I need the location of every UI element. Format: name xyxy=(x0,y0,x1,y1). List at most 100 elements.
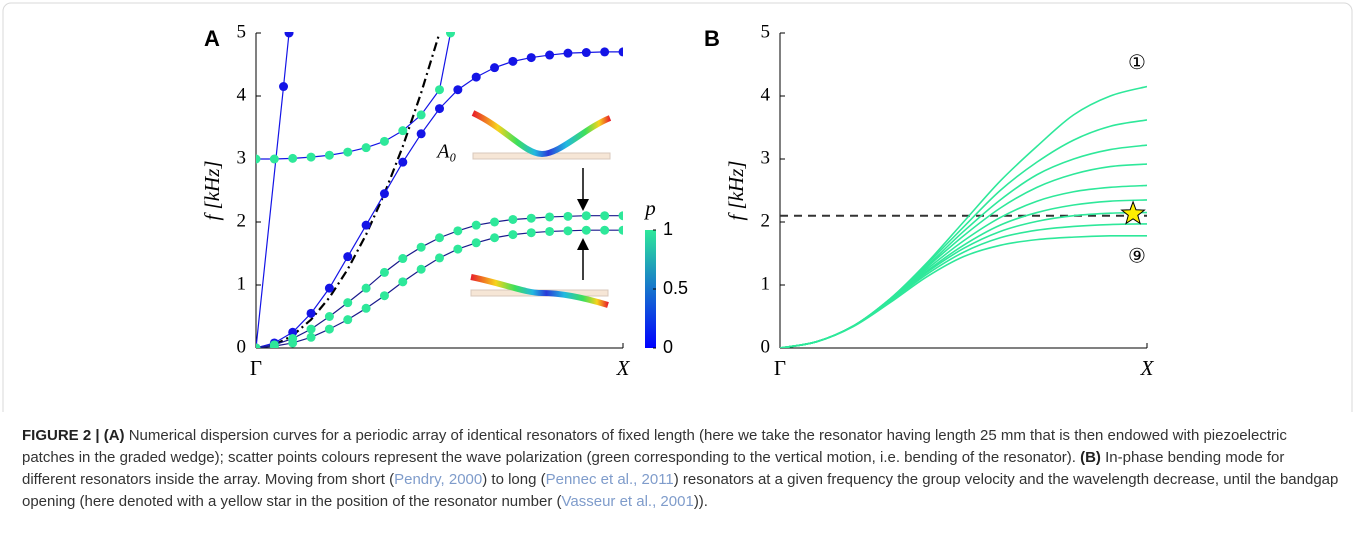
data-point xyxy=(471,238,481,248)
data-point xyxy=(490,217,500,227)
data-point xyxy=(581,225,591,235)
data-point xyxy=(508,214,518,224)
data-point xyxy=(600,211,610,221)
data-point xyxy=(288,338,298,348)
panel-label: B xyxy=(704,26,720,51)
data-point xyxy=(306,152,316,162)
series-line xyxy=(256,32,441,348)
colorbar-tick-label: 0 xyxy=(663,337,673,357)
y-axis-label: f [kHz] xyxy=(724,160,748,220)
data-point xyxy=(324,283,334,293)
y-tick-label: 4 xyxy=(237,84,247,105)
y-tick-label: 3 xyxy=(761,147,771,168)
data-point xyxy=(581,48,591,58)
y-tick-label: 5 xyxy=(761,21,771,42)
data-point xyxy=(545,50,555,60)
y-tick-label: 0 xyxy=(237,336,247,357)
data-point xyxy=(618,211,623,221)
y-tick-label: 1 xyxy=(761,273,771,294)
data-point xyxy=(416,110,426,120)
data-point xyxy=(526,228,536,238)
colorbar-tick-label: 1 xyxy=(663,219,673,239)
y-tick-label: 5 xyxy=(237,21,247,42)
data-point xyxy=(343,315,353,325)
data-point xyxy=(324,324,334,334)
data-point xyxy=(471,220,481,230)
caption-text: Numerical dispersion curves for a period… xyxy=(22,427,1287,466)
caption-text: In-phase bending mode for different reso… xyxy=(22,449,1285,488)
series-line xyxy=(780,85,1147,348)
series-line xyxy=(256,51,623,348)
data-point xyxy=(435,233,444,243)
annotation: ⑨ xyxy=(1128,245,1146,267)
y-tick-label: 4 xyxy=(761,84,771,105)
y-tick-label: 3 xyxy=(237,147,247,168)
data-point xyxy=(563,48,573,58)
data-point xyxy=(435,253,444,263)
data-point xyxy=(618,225,623,235)
citation[interactable]: Pennec et al., 2011 xyxy=(545,471,674,488)
data-point xyxy=(379,267,389,277)
y-tick-label: 0 xyxy=(761,336,771,357)
data-point xyxy=(435,85,444,95)
colorbar-label: p xyxy=(643,196,656,220)
data-point xyxy=(361,283,371,293)
plot-area xyxy=(256,32,623,348)
caption-text: )). xyxy=(693,493,708,510)
data-point xyxy=(343,147,353,157)
data-point xyxy=(618,47,623,57)
mode-inset-bottom xyxy=(470,274,609,308)
series-line xyxy=(780,211,1147,348)
data-point xyxy=(306,308,316,318)
data-point xyxy=(526,53,536,63)
data-point xyxy=(508,56,518,66)
data-point xyxy=(256,343,261,348)
data-point xyxy=(398,126,408,136)
data-point xyxy=(361,143,371,153)
data-point xyxy=(490,63,500,73)
data-point xyxy=(361,303,371,313)
mode-inset-top xyxy=(471,110,612,160)
colorbar xyxy=(645,230,656,348)
data-point xyxy=(379,136,389,146)
series-line xyxy=(780,223,1147,348)
data-point xyxy=(256,154,261,164)
frame xyxy=(2,2,1353,412)
series-line xyxy=(780,144,1147,348)
data-point xyxy=(600,47,610,57)
data-point xyxy=(563,211,573,221)
data-point xyxy=(471,72,481,82)
data-point xyxy=(435,104,444,114)
plot-area xyxy=(780,85,1147,348)
citation[interactable]: Pendry, 2000 xyxy=(394,471,483,488)
data-point xyxy=(398,157,408,167)
data-point xyxy=(288,153,298,163)
data-point xyxy=(269,341,279,348)
data-point xyxy=(600,225,610,235)
series-line xyxy=(256,32,452,160)
data-point xyxy=(453,226,463,236)
annotation: ① xyxy=(1128,52,1146,74)
caption: FIGURE 2 | (A) Numerical dispersion curv… xyxy=(22,425,1340,513)
data-point xyxy=(306,324,316,334)
data-point xyxy=(398,254,408,264)
x-tick-label: X xyxy=(1140,356,1155,380)
citation[interactable]: Vasseur et al., 2001 xyxy=(561,493,694,510)
data-point xyxy=(416,129,426,139)
data-point xyxy=(343,298,353,308)
data-point xyxy=(446,32,456,38)
caption-text: ) resonators at a given frequency the gr… xyxy=(22,471,1339,510)
annotation: A₀ xyxy=(435,140,456,162)
caption-text: (B) xyxy=(1080,449,1101,466)
x-tick-label: Γ xyxy=(250,356,262,380)
series-line xyxy=(780,184,1147,348)
data-point xyxy=(526,213,536,223)
star-marker xyxy=(1120,200,1146,225)
data-point xyxy=(453,85,463,95)
data-point xyxy=(581,211,591,221)
data-point xyxy=(361,220,371,230)
x-tick-label: Γ xyxy=(774,356,786,380)
y-tick-label: 2 xyxy=(237,210,247,231)
